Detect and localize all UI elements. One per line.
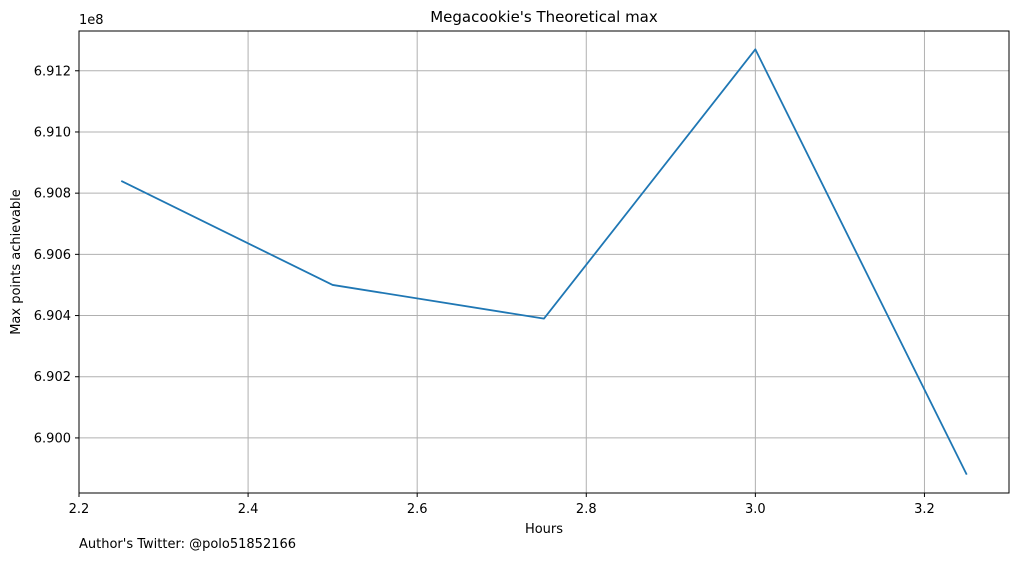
grid-lines [78, 31, 1009, 493]
y-tick-label: 6.904 [34, 309, 71, 324]
author-footnote: Author's Twitter: @polo51852166 [79, 537, 297, 552]
y-tick-label: 6.906 [34, 248, 71, 263]
x-tick-label: 2.6 [407, 502, 428, 517]
x-tick-label: 2.8 [576, 502, 597, 517]
x-tick-label: 3.2 [914, 502, 935, 517]
y-axis: 6.900 6.902 6.904 6.906 6.908 6.910 6.912 [34, 64, 79, 446]
y-tick-label: 6.908 [34, 187, 71, 202]
series-layer [120, 48, 968, 476]
axis-offset-label: 1e8 [79, 13, 104, 28]
y-tick-label: 6.910 [34, 125, 71, 140]
chart-title: Megacookie's Theoretical max [430, 8, 658, 26]
y-tick-label: 6.902 [34, 370, 71, 385]
series-line [120, 48, 968, 476]
y-tick-label: 6.912 [34, 64, 71, 79]
x-axis-label: Hours [525, 522, 563, 537]
x-axis: 2.2 2.4 2.6 2.8 3.0 3.2 [69, 493, 935, 517]
x-tick-label: 2.4 [238, 502, 259, 517]
x-tick-label: 3.0 [745, 502, 766, 517]
y-tick-label: 6.900 [34, 431, 71, 446]
x-tick-label: 2.2 [69, 502, 90, 517]
plot-frame [78, 30, 1010, 494]
y-axis-label: Max points achievable [9, 189, 24, 335]
